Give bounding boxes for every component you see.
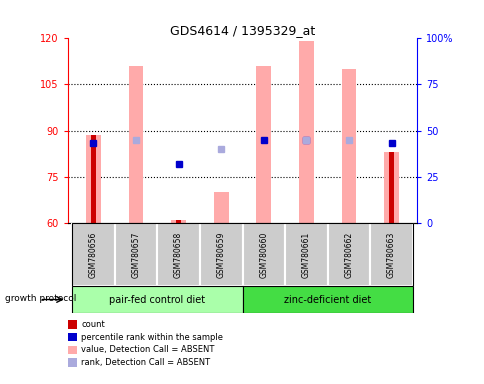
Text: count: count [81, 320, 105, 329]
Bar [383, 152, 398, 223]
Text: GSM780657: GSM780657 [131, 231, 140, 278]
Bar [341, 69, 356, 223]
Text: growth protocol: growth protocol [5, 294, 76, 303]
Text: GSM780662: GSM780662 [344, 231, 353, 278]
Title: GDS4614 / 1395329_at: GDS4614 / 1395329_at [169, 24, 315, 37]
Bar [86, 135, 101, 223]
Text: GSM780660: GSM780660 [259, 231, 268, 278]
Text: GSM780663: GSM780663 [386, 231, 395, 278]
Text: rank, Detection Call = ABSENT: rank, Detection Call = ABSENT [81, 358, 210, 367]
Text: pair-fed control diet: pair-fed control diet [109, 295, 205, 305]
Bar [369, 223, 412, 286]
Bar [176, 220, 181, 223]
Bar [157, 223, 199, 286]
Text: value, Detection Call = ABSENT: value, Detection Call = ABSENT [81, 345, 214, 354]
Bar [72, 286, 242, 313]
Bar [242, 286, 412, 313]
Bar [72, 223, 115, 286]
Bar [327, 223, 369, 286]
Text: zinc-deficient diet: zinc-deficient diet [284, 295, 371, 305]
Bar [91, 135, 96, 223]
Text: GSM780658: GSM780658 [174, 231, 183, 278]
Bar [199, 223, 242, 286]
Bar [285, 223, 327, 286]
Text: GSM780656: GSM780656 [89, 231, 98, 278]
Bar [171, 220, 186, 223]
Bar [128, 66, 143, 223]
Text: GSM780659: GSM780659 [216, 231, 225, 278]
Bar [298, 41, 313, 223]
Text: percentile rank within the sample: percentile rank within the sample [81, 333, 223, 342]
Bar [256, 66, 271, 223]
Bar [242, 223, 285, 286]
Bar [388, 152, 393, 223]
Bar [213, 192, 228, 223]
Text: GSM780661: GSM780661 [301, 231, 310, 278]
Bar [115, 223, 157, 286]
